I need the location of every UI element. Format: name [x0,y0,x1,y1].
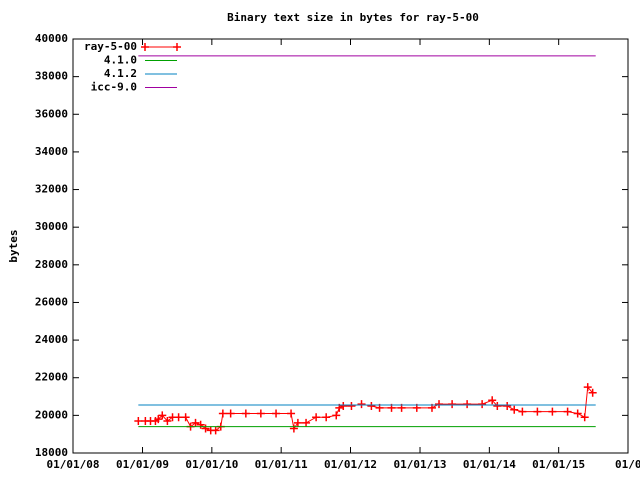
point [518,407,527,416]
series-line [138,385,594,431]
y-tick-label: 32000 [35,183,68,196]
legend-label: ray-5-00 [84,40,137,53]
y-tick-label: 30000 [35,220,68,233]
point [272,409,281,418]
point [218,409,227,418]
point [488,396,497,405]
plot-border [72,38,629,454]
point [563,407,572,416]
point [493,401,502,410]
point [339,401,348,410]
point [241,409,250,418]
point [211,426,220,435]
y-tick-label: 20000 [35,408,68,421]
legend-label: 4.1.2 [104,67,137,80]
point [448,400,457,409]
x-tick-label: 01/01/13 [394,458,447,471]
point [357,400,366,409]
y-tick-label: 26000 [35,295,68,308]
point [201,424,210,433]
point [548,407,557,416]
y-tick-label: 24000 [35,333,68,346]
point [573,409,582,418]
point [533,407,542,416]
point [478,400,487,409]
y-tick-label: 36000 [35,107,68,120]
point [174,413,183,422]
point [463,400,472,409]
y-tick-label: 22000 [35,371,68,384]
x-tick-label: 01/01/08 [47,458,100,471]
x-tick-label: 01/01/1 [615,458,640,471]
y-tick-label: 38000 [35,70,68,83]
point [435,400,444,409]
point [134,417,143,426]
x-tick-label: 01/01/09 [116,458,169,471]
point [163,417,172,426]
y-tick-label: 40000 [35,32,68,45]
legend-label: icc-9.0 [91,81,137,94]
y-tick-label: 34000 [35,145,68,158]
point [588,388,597,397]
point [312,413,321,422]
point [158,411,167,420]
point [503,401,512,410]
point [583,383,592,392]
point [287,409,296,418]
point [289,424,298,433]
x-tick-label: 01/01/15 [532,458,585,471]
legend-label: 4.1.0 [104,54,137,67]
point [196,420,205,429]
x-tick-label: 01/01/11 [255,458,308,471]
point [322,413,331,422]
point [293,418,302,427]
point [347,401,356,410]
point [367,401,376,410]
x-tick-label: 01/01/14 [463,458,516,471]
y-tick-label: 28000 [35,258,68,271]
y-axis-label: bytes [7,229,20,262]
point [580,413,589,422]
point [226,409,235,418]
y-tick-label: 18000 [35,446,68,459]
point [510,405,519,414]
point [256,409,265,418]
x-tick-label: 01/01/12 [324,458,377,471]
point [191,418,200,427]
point [181,413,190,422]
chart-title: Binary text size in bytes for ray-5-00 [227,11,479,24]
point [173,43,181,51]
point [141,43,149,51]
x-tick-label: 01/01/10 [185,458,238,471]
point [302,418,311,427]
point [332,411,341,420]
point [154,415,163,424]
